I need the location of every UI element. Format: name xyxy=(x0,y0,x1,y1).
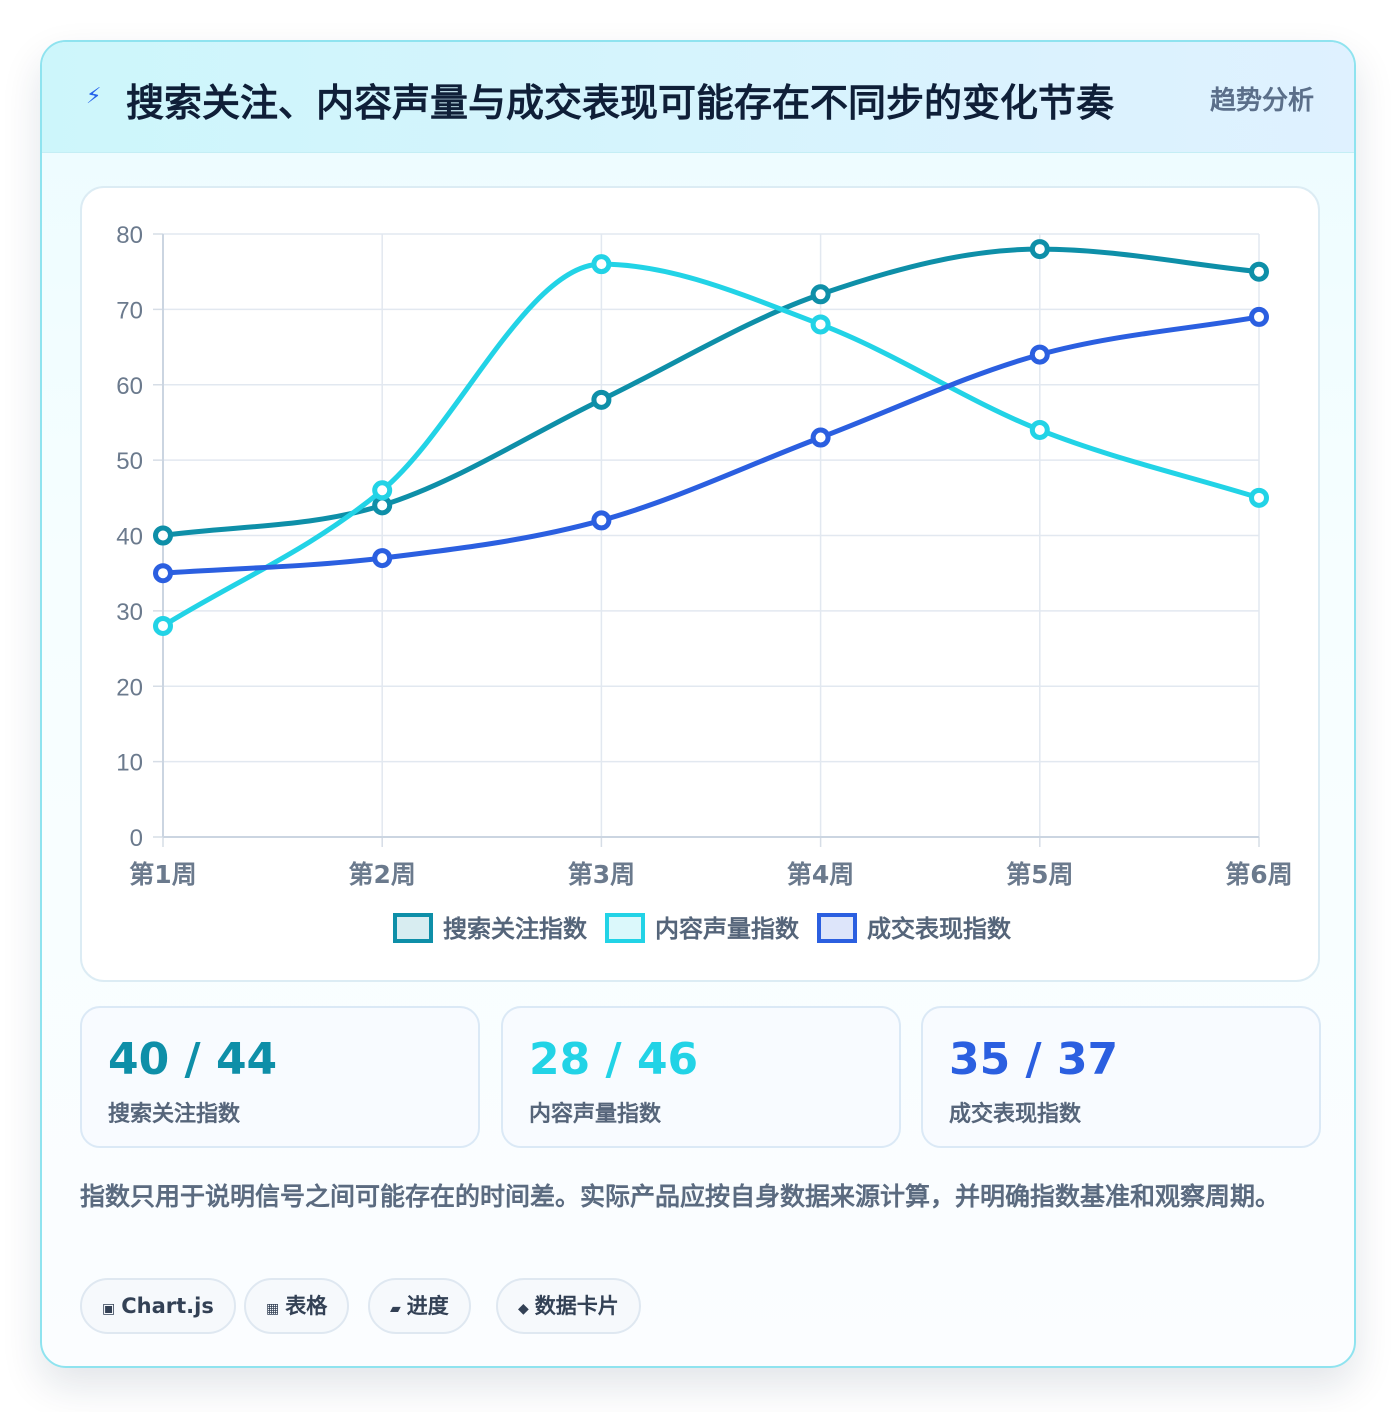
x-tick-label: 第1周 xyxy=(129,860,196,889)
series-line-3 xyxy=(160,314,1262,576)
data-point-2-4 xyxy=(810,314,831,335)
data-point-1-1 xyxy=(153,525,173,546)
legend-swatch xyxy=(393,913,433,943)
legend-swatch xyxy=(817,913,857,943)
card-header: ⚡ 搜索关注、内容声量与成交表现可能存在不同步的变化节奏 趋势分析 xyxy=(42,42,1354,153)
data-point-2-3 xyxy=(591,254,612,275)
y-tick-label: 40 xyxy=(116,524,143,551)
chart-icon: ▣ xyxy=(102,1301,116,1317)
stat-card-sales: 35 / 37 成交表现指数 xyxy=(921,1006,1321,1148)
stat-value: 28 / 46 xyxy=(529,1034,699,1085)
stat-label: 成交表现指数 xyxy=(949,1102,1082,1127)
stat-value: 40 / 44 xyxy=(108,1034,278,1085)
stat-cards: 40 / 44 搜索关注指数 28 / 46 内容声量指数 35 / 37 成交… xyxy=(80,1006,1321,1148)
tag-data-card[interactable]: ◆ 数据卡片 xyxy=(496,1278,641,1334)
tag-label: 数据卡片 xyxy=(534,1294,619,1318)
data-point-3-5 xyxy=(1029,344,1050,365)
tag-progress[interactable]: ▰ 进度 xyxy=(368,1278,471,1334)
tag-table[interactable]: ▦ 表格 xyxy=(244,1278,350,1334)
diamond-icon: ◆ xyxy=(518,1301,529,1317)
data-point-2-5 xyxy=(1029,419,1050,440)
y-tick-label: 0 xyxy=(130,825,143,852)
x-tick-label: 第4周 xyxy=(787,860,854,889)
data-point-1-3 xyxy=(591,389,612,410)
legend-label: 成交表现指数 xyxy=(867,915,1012,943)
data-point-3-2 xyxy=(372,548,393,569)
x-tick-label: 第5周 xyxy=(1006,860,1073,889)
data-point-1-5 xyxy=(1029,239,1050,260)
tag-label: 表格 xyxy=(285,1294,328,1318)
y-tick-label: 50 xyxy=(116,448,143,475)
y-tick-label: 10 xyxy=(116,750,143,777)
x-tick-label: 第2周 xyxy=(348,860,415,889)
tag-chartjs[interactable]: ▣ Chart.js xyxy=(80,1278,236,1334)
footnote: 指数只用于说明信号之间可能存在的时间差。实际产品应按自身数据来源计算，并明确指数… xyxy=(80,1182,1281,1211)
series-line-1 xyxy=(160,246,1262,538)
data-point-3-3 xyxy=(591,510,612,531)
y-tick-label: 30 xyxy=(116,599,143,626)
data-point-1-6 xyxy=(1249,261,1269,282)
lightning-icon: ⚡ xyxy=(86,84,102,109)
trend-card: ⚡ 搜索关注、内容声量与成交表现可能存在不同步的变化节奏 趋势分析 0 10 20 3… xyxy=(40,40,1356,1368)
data-point-3-1 xyxy=(153,563,173,584)
y-tick-label: 80 xyxy=(116,222,143,249)
legend-label: 内容声量指数 xyxy=(655,915,800,943)
stat-label: 内容声量指数 xyxy=(529,1102,662,1127)
line-chart: 0 10 20 30 40 50 60 70 80 第1周 第2周 第3周 第4周 第5周 第6周搜索关注指… xyxy=(116,222,1293,943)
y-tick-label: 70 xyxy=(116,297,143,324)
legend-label: 搜索关注指数 xyxy=(443,915,588,943)
stat-value: 35 / 37 xyxy=(949,1034,1119,1085)
series-line-2 xyxy=(160,261,1262,629)
tag-label: Chart.js xyxy=(121,1294,214,1318)
data-point-3-4 xyxy=(810,427,831,448)
category-badge: 趋势分析 xyxy=(1209,86,1314,116)
data-point-3-6 xyxy=(1249,306,1269,327)
stat-card-content: 28 / 46 内容声量指数 xyxy=(501,1006,901,1148)
y-tick-label: 60 xyxy=(116,373,143,400)
card-title: 搜索关注、内容声量与成交表现可能存在不同步的变化节奏 xyxy=(126,81,1115,125)
x-tick-label: 第6周 xyxy=(1225,860,1292,889)
tag-label: 进度 xyxy=(406,1294,449,1318)
y-tick-label: 20 xyxy=(116,674,143,701)
data-point-2-2 xyxy=(372,480,393,501)
data-point-2-1 xyxy=(153,615,173,636)
data-point-1-4 xyxy=(810,284,831,305)
legend-swatch xyxy=(605,913,645,943)
table-icon: ▦ xyxy=(266,1301,280,1317)
stat-label: 搜索关注指数 xyxy=(108,1102,241,1127)
chart-panel: 0 10 20 30 40 50 60 70 80 第1周 第2周 第3周 第4周 第5周 第6周搜索关注指… xyxy=(80,186,1320,982)
x-tick-label: 第3周 xyxy=(568,860,635,889)
data-point-2-6 xyxy=(1249,487,1269,508)
progress-icon: ▰ xyxy=(390,1301,401,1317)
stat-card-search: 40 / 44 搜索关注指数 xyxy=(80,1006,480,1148)
